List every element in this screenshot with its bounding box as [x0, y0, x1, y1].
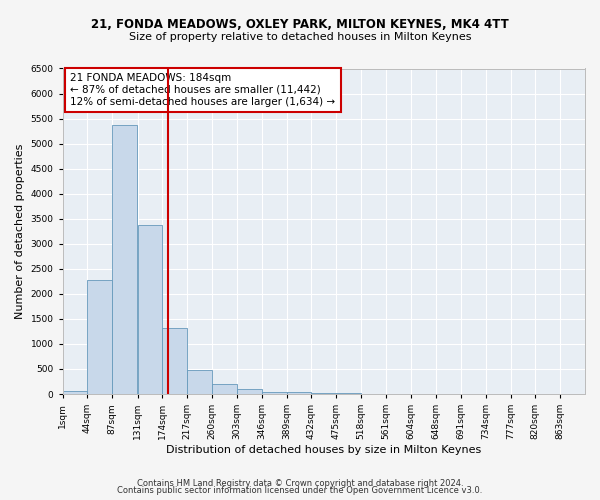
Bar	[212, 384, 237, 394]
Text: 21, FONDA MEADOWS, OXLEY PARK, MILTON KEYNES, MK4 4TT: 21, FONDA MEADOWS, OXLEY PARK, MILTON KE…	[91, 18, 509, 30]
Bar	[311, 393, 336, 394]
Y-axis label: Number of detached properties: Number of detached properties	[15, 144, 25, 319]
X-axis label: Distribution of detached houses by size in Milton Keynes: Distribution of detached houses by size …	[166, 445, 481, 455]
Bar	[262, 392, 287, 394]
Bar	[88, 280, 112, 394]
Bar	[287, 392, 311, 394]
Bar	[163, 328, 187, 394]
Text: Size of property relative to detached houses in Milton Keynes: Size of property relative to detached ho…	[129, 32, 471, 42]
Text: Contains HM Land Registry data © Crown copyright and database right 2024.: Contains HM Land Registry data © Crown c…	[137, 478, 463, 488]
Bar	[112, 124, 137, 394]
Bar	[62, 390, 88, 394]
Text: Contains public sector information licensed under the Open Government Licence v3: Contains public sector information licen…	[118, 486, 482, 495]
Text: 21 FONDA MEADOWS: 184sqm
← 87% of detached houses are smaller (11,442)
12% of se: 21 FONDA MEADOWS: 184sqm ← 87% of detach…	[70, 74, 335, 106]
Bar	[237, 390, 262, 394]
Bar	[137, 225, 163, 394]
Bar	[187, 370, 212, 394]
